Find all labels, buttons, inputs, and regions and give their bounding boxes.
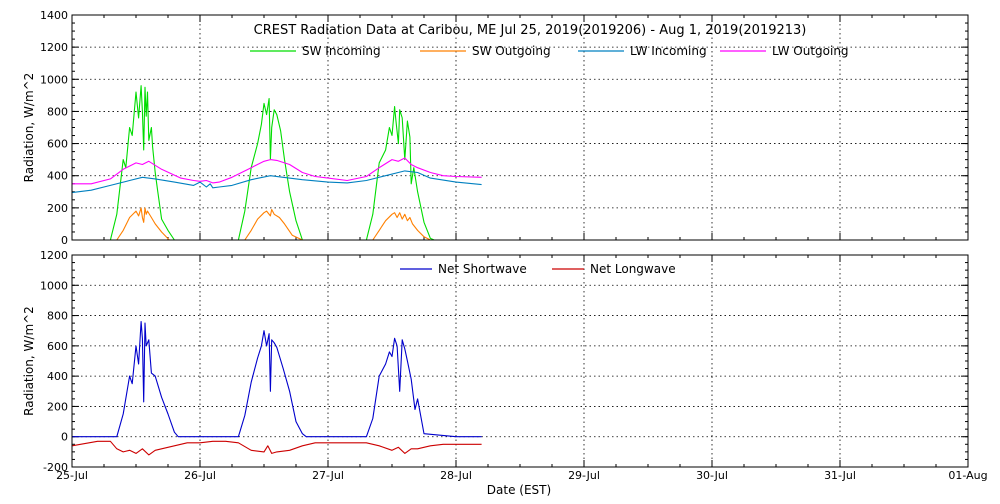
series-line-sw-incoming <box>72 85 482 241</box>
y-tick-label: 800 <box>47 310 68 323</box>
bottom-panel: -200 0 200 400 600 800 1000 1200 25-Jul 26-Jul 27-… <box>22 249 988 482</box>
x-tick-label: 01-Aug <box>948 469 987 482</box>
y-tick-label: -200 <box>43 461 68 474</box>
x-tick-label: 28-Jul <box>440 469 472 482</box>
legend-label-lw-incoming: LW Incoming <box>630 44 707 58</box>
legend-label-net-longwave: Net Longwave <box>590 262 676 276</box>
x-tick-label: 25-Jul <box>56 469 88 482</box>
y-tick-label: 0 <box>61 431 68 444</box>
y-tick-label: 800 <box>47 105 68 118</box>
plot-frame <box>71 14 969 241</box>
y-axis-label: Radiation, W/m^2 <box>22 73 36 183</box>
y-tick-label: 400 <box>47 170 68 183</box>
y-tick-label: 1200 <box>40 41 68 54</box>
y-tick-label: 400 <box>47 370 68 383</box>
y-tick-label: 0 <box>61 234 68 247</box>
y-tick-label: 200 <box>47 202 68 215</box>
y-tick-label: 1200 <box>40 249 68 262</box>
y-tick-label: 1000 <box>40 279 68 292</box>
plot-frame <box>71 254 969 468</box>
series-line-net-longwave <box>71 440 482 456</box>
series-line-net-shortwave <box>72 321 482 438</box>
x-tick-label: 26-Jul <box>184 469 216 482</box>
y-axis-label: Radiation, W/m^2 <box>22 306 36 416</box>
y-tick-label: 600 <box>47 138 68 151</box>
x-tick-label: 30-Jul <box>696 469 728 482</box>
y-tick-label: 200 <box>47 400 68 413</box>
legend-label-lw-outgoing: LW Outgoing <box>772 44 849 58</box>
legend-label-sw-outgoing: SW Outgoing <box>472 44 551 58</box>
series-line-sw-outgoing <box>72 207 482 241</box>
y-tick-label: 1000 <box>40 73 68 86</box>
x-tick-label: 31-Jul <box>824 469 856 482</box>
top-panel: 0 200 400 600 800 1000 1200 1400 Radiation, W/m^… <box>22 9 969 247</box>
series-line-lw-incoming <box>71 170 482 194</box>
legend-label-net-shortwave: Net Shortwave <box>438 262 527 276</box>
x-tick-label: 27-Jul <box>312 469 344 482</box>
y-tick-label: 600 <box>47 340 68 353</box>
series-line-lw-outgoing <box>72 157 482 185</box>
legend-label-sw-incoming: SW Incoming <box>302 44 381 58</box>
y-tick-label: 1400 <box>40 9 68 22</box>
x-tick-label: 29-Jul <box>568 469 600 482</box>
x-axis-label: Date (EST) <box>487 483 551 497</box>
chart-title: CREST Radiation Data at Caribou, ME Jul … <box>254 23 807 38</box>
